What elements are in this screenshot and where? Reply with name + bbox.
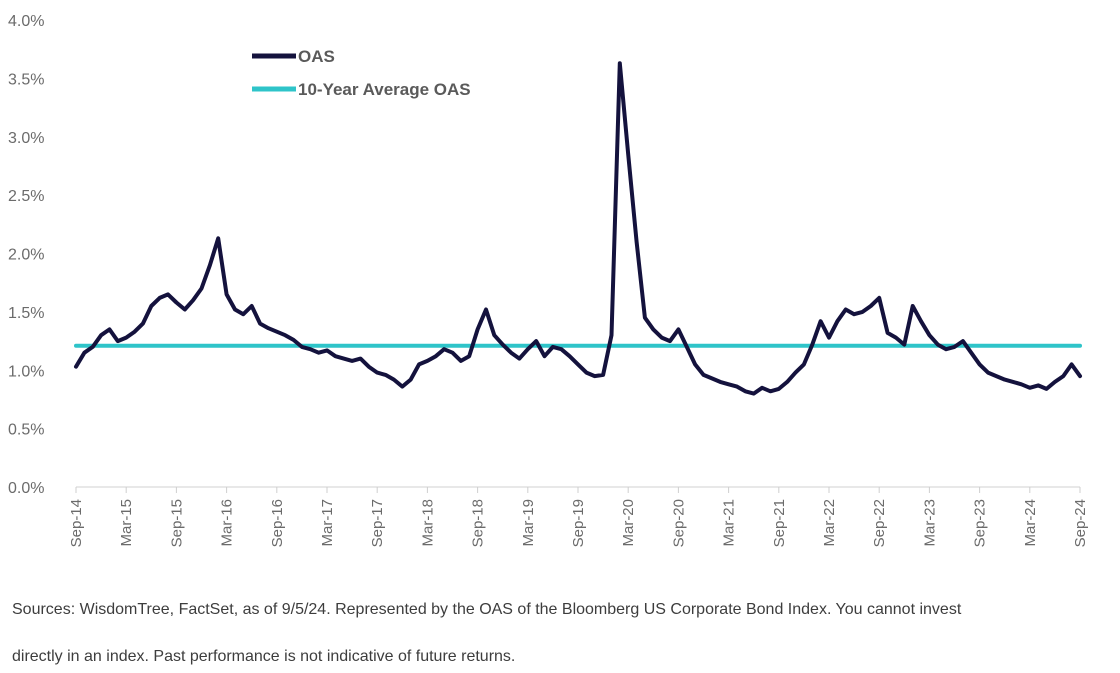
x-tick-label: Sep-17	[369, 499, 386, 547]
x-tick-label: Mar-16	[219, 499, 236, 547]
y-tick-label: 2.5%	[8, 188, 44, 205]
legend: OAS 10-Year Average OAS	[252, 47, 471, 99]
legend-label-oas: OAS	[298, 47, 335, 66]
x-tick-label: Sep-15	[168, 499, 185, 547]
x-tick-label: Sep-19	[570, 499, 587, 547]
y-axis-ticks: 0.0% 0.5% 1.0% 1.5% 2.0% 2.5% 3.0% 3.5% 4.0%	[8, 13, 44, 497]
x-tick-label: Sep-21	[771, 499, 788, 547]
x-tick-label: Mar-20	[620, 499, 637, 547]
footnote: Sources: WisdomTree, FactSet, as of 9/5/…	[12, 600, 1102, 667]
y-tick-label: 0.0%	[8, 480, 44, 497]
chart-area: 0.0% 0.5% 1.0% 1.5% 2.0% 2.5% 3.0% 3.5% 4.0% Sep…	[8, 13, 1089, 547]
y-tick-label: 1.5%	[8, 305, 44, 322]
x-tick-label: Mar-23	[921, 499, 938, 547]
x-axis-ticks: Sep-14 Mar-15 Sep-15 Mar-16 Sep-16 Mar-17 Sep-…	[68, 487, 1089, 547]
x-tick-label: Mar-18	[419, 499, 436, 547]
footnote-line-1: Sources: WisdomTree, FactSet, as of 9/5/…	[12, 601, 962, 618]
oas-line-chart: 0.0% 0.5% 1.0% 1.5% 2.0% 2.5% 3.0% 3.5% 4.0% Sep…	[8, 13, 1089, 547]
x-tick-label: Mar-17	[319, 499, 336, 547]
x-tick-label: Sep-16	[269, 499, 286, 547]
legend-label-avg: 10-Year Average OAS	[298, 80, 471, 99]
x-tick-label: Sep-20	[670, 499, 687, 547]
series-layer	[74, 61, 1082, 396]
x-tick-label: Sep-22	[871, 499, 888, 547]
x-tick-label: Sep-23	[972, 499, 989, 547]
x-tick-label: Mar-19	[520, 499, 537, 547]
x-tick-label: Mar-22	[821, 499, 838, 547]
x-tick-label: Sep-18	[470, 499, 487, 547]
y-tick-label: 1.0%	[8, 363, 44, 380]
oas-series-line	[74, 61, 1082, 396]
y-tick-label: 3.0%	[8, 130, 44, 147]
footnote-line-2: directly in an index. Past performance i…	[12, 648, 516, 665]
y-tick-label: 0.5%	[8, 422, 44, 439]
y-tick-label: 4.0%	[8, 13, 44, 30]
x-tick-label: Sep-24	[1072, 499, 1089, 547]
x-tick-label: Mar-21	[721, 499, 738, 547]
x-tick-label: Mar-24	[1022, 499, 1039, 547]
y-tick-label: 3.5%	[8, 71, 44, 88]
x-tick-label: Sep-14	[68, 499, 85, 547]
y-tick-label: 2.0%	[8, 247, 44, 264]
x-tick-label: Mar-15	[118, 499, 135, 547]
